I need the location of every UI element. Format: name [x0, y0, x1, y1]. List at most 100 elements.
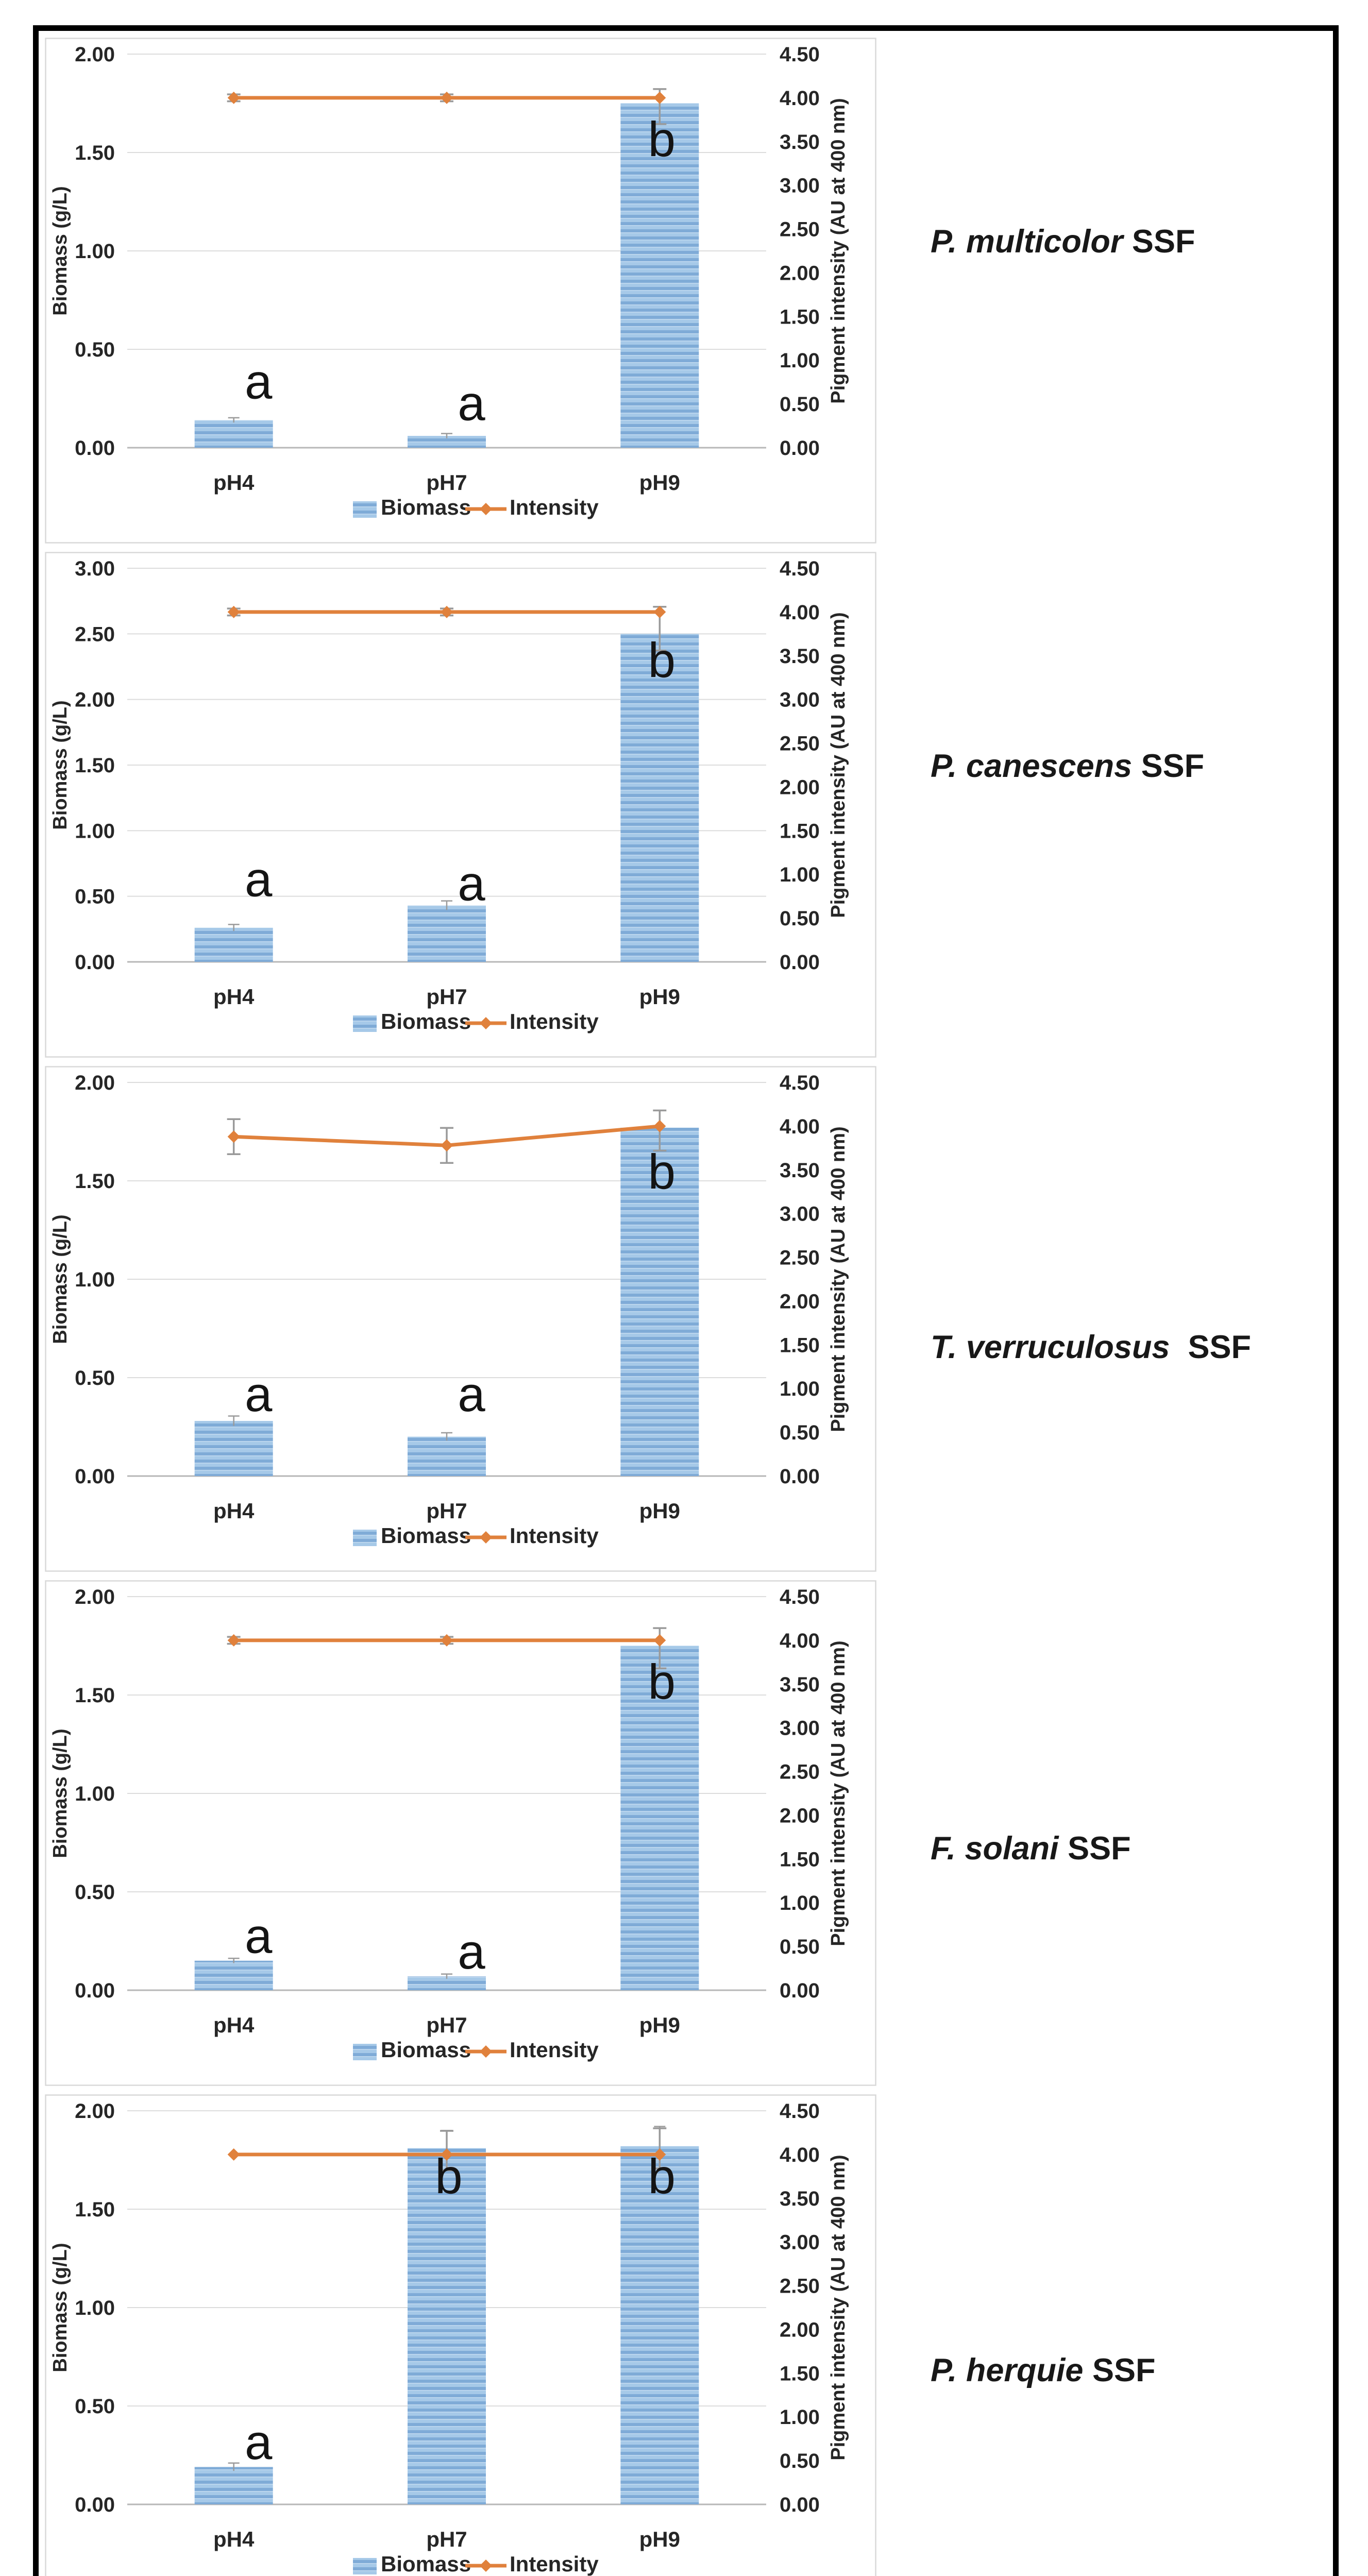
svg-text:Biomass (g/L): Biomass (g/L): [49, 1214, 71, 1344]
svg-text:4.50: 4.50: [780, 2100, 820, 2123]
combo-chart-t-verruculosus: 0.00 0.50 1.00 1.50 2.00 0.00 0.50 1.00 1.50 2.00…: [45, 1066, 876, 1572]
svg-text:3.00: 3.00: [780, 2231, 820, 2254]
svg-text:pH4: pH4: [213, 2527, 255, 2551]
species-suffix: SSF: [1170, 1329, 1252, 1365]
svg-text:Biomass (g/L): Biomass (g/L): [49, 700, 71, 829]
svg-text:Intensity: Intensity: [510, 1009, 599, 1033]
svg-text:0.00: 0.00: [780, 1979, 820, 2002]
species-name: P. multicolor: [931, 224, 1123, 260]
svg-text:pH7: pH7: [426, 470, 467, 495]
svg-text:3.00: 3.00: [780, 175, 820, 197]
svg-text:Pigment intensity (AU at 400 n: Pigment intensity (AU at 400 nm): [827, 1640, 849, 1946]
svg-text:pH9: pH9: [639, 1499, 680, 1523]
svg-text:4.50: 4.50: [780, 43, 820, 66]
svg-text:2.50: 2.50: [780, 2275, 820, 2298]
panel-row-2: 0.00 0.50 1.00 1.50 2.00 2.50 3.00 0.00 0.50 1.00…: [45, 552, 1333, 1058]
svg-text:pH7: pH7: [426, 1499, 467, 1523]
svg-text:2.00: 2.00: [780, 2318, 820, 2341]
svg-text:0.50: 0.50: [780, 1936, 820, 1958]
svg-text:pH4: pH4: [213, 985, 255, 1009]
svg-text:b: b: [648, 1144, 675, 1199]
svg-text:b: b: [648, 1655, 675, 1710]
svg-text:1.50: 1.50: [75, 754, 115, 777]
svg-text:pH7: pH7: [426, 2527, 467, 2551]
svg-text:Intensity: Intensity: [510, 495, 599, 519]
svg-text:Biomass: Biomass: [381, 2038, 471, 2062]
svg-text:2.00: 2.00: [780, 776, 820, 799]
svg-text:a: a: [458, 1367, 485, 1422]
svg-text:1.00: 1.00: [75, 240, 115, 263]
svg-text:0.00: 0.00: [75, 951, 115, 974]
svg-text:4.50: 4.50: [780, 1072, 820, 1094]
svg-text:2.00: 2.00: [780, 1804, 820, 1827]
chart-panel-p-herquie: 0.00 0.50 1.00 1.50 2.00 0.00 0.50 1.00 1.50 2.00…: [45, 2094, 876, 2576]
svg-text:1.50: 1.50: [75, 142, 115, 164]
species-label-4: F. solani SSF: [876, 1580, 1333, 2086]
svg-text:1.00: 1.00: [75, 820, 115, 842]
svg-text:1.50: 1.50: [75, 2198, 115, 2221]
panel-row-3: 0.00 0.50 1.00 1.50 2.00 0.00 0.50 1.00 1.50 2.00…: [45, 1066, 1333, 1572]
svg-text:pH9: pH9: [639, 985, 680, 1009]
svg-text:0.50: 0.50: [75, 886, 115, 908]
svg-text:b: b: [648, 112, 675, 167]
svg-text:2.50: 2.50: [75, 623, 115, 646]
svg-text:1.00: 1.00: [780, 2406, 820, 2429]
panel-row-5: 0.00 0.50 1.00 1.50 2.00 0.00 0.50 1.00 1.50 2.00…: [45, 2094, 1333, 2576]
species-name: T. verruculosus: [931, 1329, 1170, 1365]
panel-row-4: 0.00 0.50 1.00 1.50 2.00 0.00 0.50 1.00 1.50 2.00…: [45, 1580, 1333, 2086]
svg-text:Biomass (g/L): Biomass (g/L): [49, 186, 71, 315]
combo-chart-p-herquie: 0.00 0.50 1.00 1.50 2.00 0.00 0.50 1.00 1.50 2.00…: [45, 2094, 876, 2576]
svg-text:0.00: 0.00: [75, 437, 115, 460]
svg-text:0.50: 0.50: [780, 1421, 820, 1444]
svg-text:3.50: 3.50: [780, 1673, 820, 1696]
svg-text:0.50: 0.50: [75, 1881, 115, 1904]
svg-text:Biomass (g/L): Biomass (g/L): [49, 1728, 71, 1858]
svg-text:1.50: 1.50: [75, 1684, 115, 1707]
svg-text:b: b: [648, 2149, 675, 2204]
species-name: P. canescens: [931, 748, 1133, 784]
species-label-5: P. herquie SSF: [876, 2094, 1333, 2576]
svg-text:a: a: [458, 376, 485, 431]
svg-text:Pigment intensity (AU at 400 n: Pigment intensity (AU at 400 nm): [827, 612, 849, 918]
svg-text:a: a: [245, 852, 273, 907]
species-suffix: SSF: [1083, 2352, 1156, 2388]
svg-text:a: a: [245, 2415, 273, 2470]
species-suffix: SSF: [1058, 1831, 1131, 1867]
chart-panel-p-canescens: 0.00 0.50 1.00 1.50 2.00 2.50 3.00 0.00 0.50 1.00…: [45, 552, 876, 1058]
svg-text:2.00: 2.00: [780, 262, 820, 284]
svg-text:2.50: 2.50: [780, 733, 820, 755]
svg-text:0.50: 0.50: [780, 907, 820, 930]
svg-text:1.00: 1.00: [780, 1378, 820, 1400]
svg-text:Intensity: Intensity: [510, 1523, 599, 1548]
svg-text:Pigment intensity (AU at 400 n: Pigment intensity (AU at 400 nm): [827, 1126, 849, 1432]
svg-text:2.00: 2.00: [780, 1290, 820, 1313]
species-name: F. solani: [931, 1831, 1059, 1867]
svg-text:Biomass: Biomass: [381, 1009, 471, 1033]
svg-text:3.00: 3.00: [780, 1717, 820, 1740]
svg-text:Pigment intensity (AU at 400 n: Pigment intensity (AU at 400 nm): [827, 2155, 849, 2460]
species-name: P. herquie: [931, 2352, 1084, 2388]
species-label-2: P. canescens SSF: [876, 552, 1333, 1058]
svg-text:4.00: 4.00: [780, 1115, 820, 1138]
svg-text:1.50: 1.50: [780, 2362, 820, 2385]
svg-text:b: b: [648, 633, 675, 688]
svg-text:0.00: 0.00: [780, 1465, 820, 1488]
svg-text:4.00: 4.00: [780, 2144, 820, 2166]
svg-text:1.50: 1.50: [780, 1334, 820, 1357]
svg-text:Biomass (g/L): Biomass (g/L): [49, 2243, 71, 2372]
svg-text:pH4: pH4: [213, 2013, 255, 2037]
svg-text:0.00: 0.00: [780, 2494, 820, 2516]
svg-text:pH9: pH9: [639, 470, 680, 495]
svg-text:Biomass: Biomass: [381, 2552, 471, 2576]
svg-text:3.00: 3.00: [75, 557, 115, 580]
svg-text:4.50: 4.50: [780, 557, 820, 580]
svg-text:Intensity: Intensity: [510, 2038, 599, 2062]
svg-text:Biomass: Biomass: [381, 1523, 471, 1548]
svg-text:4.00: 4.00: [780, 87, 820, 110]
svg-text:1.50: 1.50: [780, 306, 820, 328]
chart-panel-p-multicolor: 0.00 0.50 1.00 1.50 2.00 0.00 0.50 1.00 1.50 2.00…: [45, 38, 876, 544]
svg-text:Intensity: Intensity: [510, 2552, 599, 2576]
panel-row-1: 0.00 0.50 1.00 1.50 2.00 0.00 0.50 1.00 1.50 2.00…: [45, 38, 1333, 544]
svg-text:2.50: 2.50: [780, 218, 820, 241]
svg-text:Biomass: Biomass: [381, 495, 471, 519]
